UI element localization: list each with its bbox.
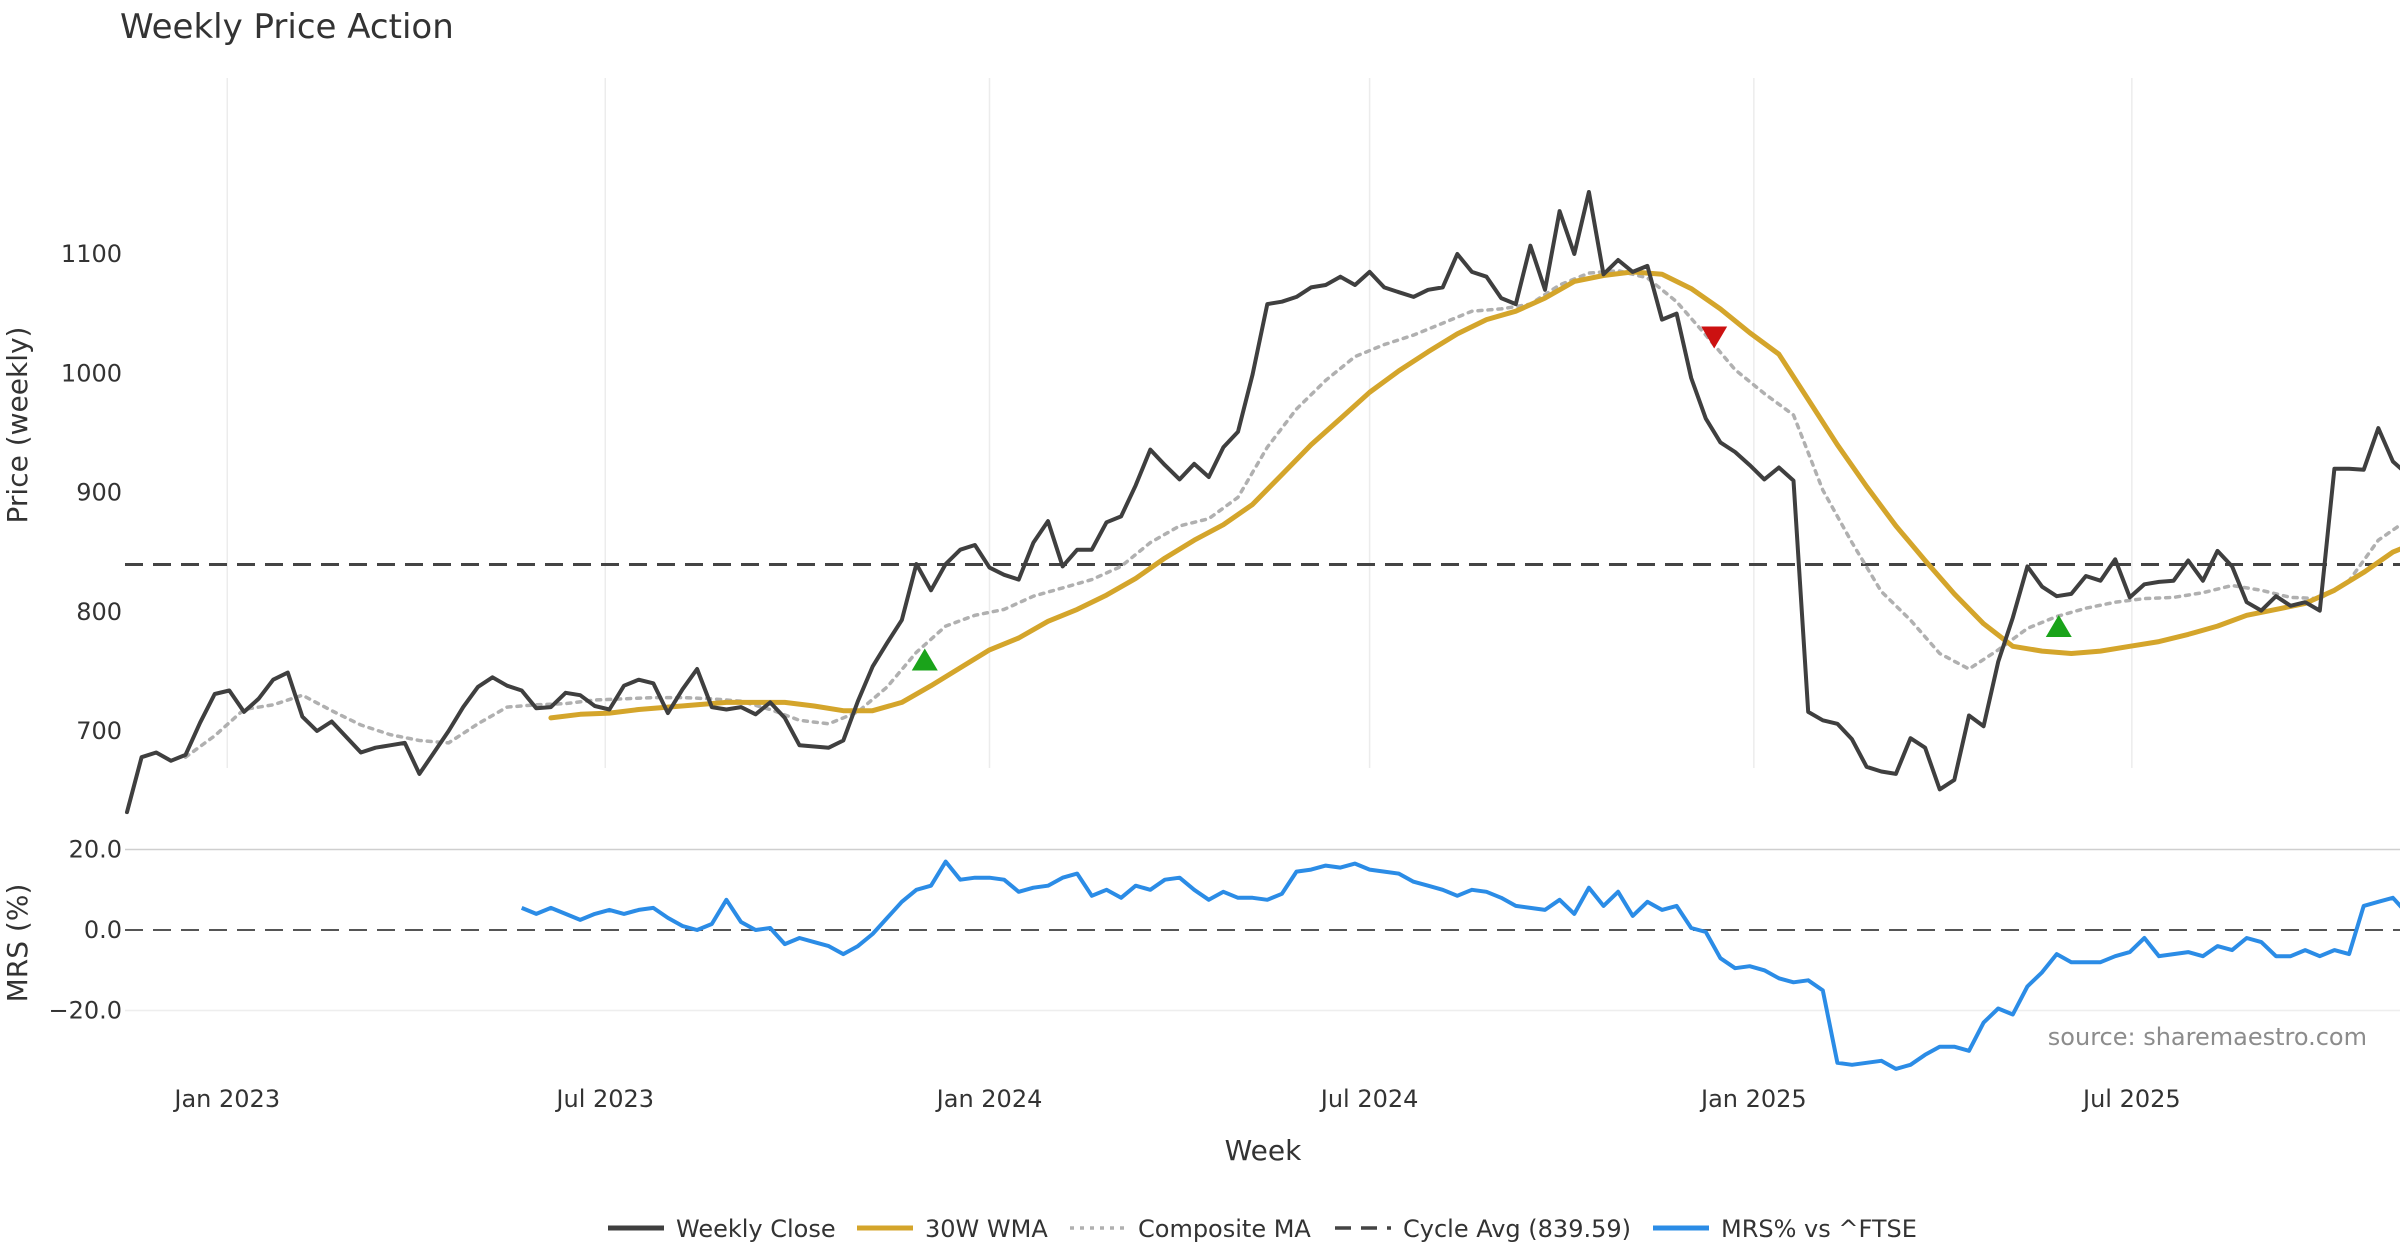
legend-label: Cycle Avg (839.59) [1403,1215,1631,1243]
legend-label: Composite MA [1138,1215,1311,1243]
sell-signal-marker [1701,326,1728,349]
weekly-close-line [125,190,2400,815]
price-axis-label: Price (weekly) [1,327,34,524]
price-panel [125,190,2400,815]
mrs-axis-label: MRS (%) [1,884,34,1003]
chart-title: Weekly Price Action [120,7,454,47]
axes: Jan 2023 Jul 2023 Jan 2024 Jul 2024 Jan 2025… [48,240,2180,1113]
source-credit: source: sharemaestro.com [2048,1023,2367,1051]
mrs-line [520,859,2400,1071]
mrs-panel [125,859,2400,1071]
legend-label: 30W WMA [925,1215,1048,1243]
x-tick-label: Jan 2025 [1699,1085,1807,1113]
price-tick-label: 800 [76,598,122,626]
x-tick-label: Jul 2025 [2081,1085,2181,1113]
x-axis-label: Week [1225,1134,1302,1167]
legend: Weekly Close 30W WMA Composite MA Cycle Avg… [608,1215,1917,1243]
price-tick-label: 900 [76,479,122,507]
price-tick-label: 700 [76,717,122,745]
x-tick-label: Jul 2024 [1319,1085,1419,1113]
mrs-tick-label: 0.0 [84,916,122,944]
mrs-tick-label: 20.0 [69,836,122,864]
x-tick-label: Jul 2023 [554,1085,654,1113]
buy-signal-marker [911,648,938,671]
legend-label: MRS% vs ^FTSE [1721,1215,1917,1243]
price-tick-label: 1000 [61,359,122,387]
price-tick-label: 1100 [61,240,122,268]
legend-label: Weekly Close [676,1215,836,1243]
mrs-tick-label: −20.0 [48,997,122,1025]
gridlines [125,78,2400,1012]
x-tick-label: Jan 2024 [935,1085,1043,1113]
wma-30w-line [548,269,2400,721]
buy-signal-marker [2045,615,2072,638]
x-tick-label: Jan 2023 [172,1085,280,1113]
